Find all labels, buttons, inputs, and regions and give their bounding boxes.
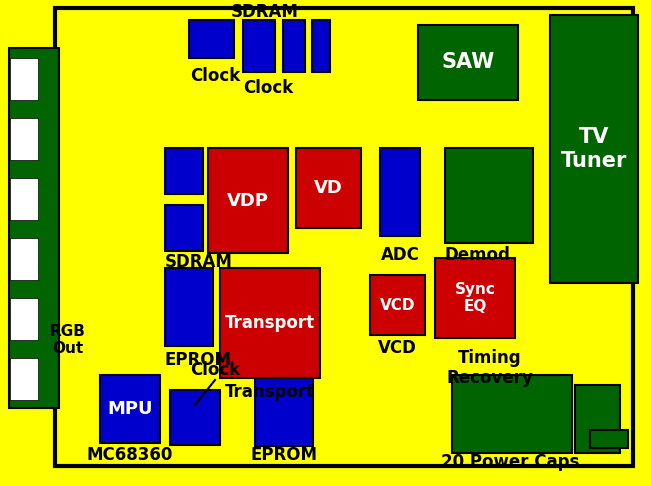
Bar (243, 20, 275, 72)
Bar (590, 430, 628, 448)
Text: Transport: Transport (225, 314, 315, 332)
Text: SDRAM: SDRAM (165, 253, 233, 271)
Text: MC68360: MC68360 (87, 446, 173, 464)
Text: VCD: VCD (380, 297, 415, 312)
Text: Timing
Recovery: Timing Recovery (447, 348, 533, 387)
Text: VD: VD (314, 179, 343, 197)
Bar (55, 8, 633, 466)
Text: SDRAM: SDRAM (231, 3, 299, 21)
Text: Clock: Clock (190, 361, 240, 379)
Bar (10, 178, 38, 220)
Text: VCD: VCD (378, 339, 417, 357)
Bar (435, 258, 515, 338)
Text: Clock: Clock (243, 79, 293, 97)
Bar (418, 25, 518, 100)
Text: 20 Power Caps: 20 Power Caps (441, 453, 579, 471)
Bar (296, 148, 361, 228)
Text: Sync
EQ: Sync EQ (454, 282, 495, 314)
Text: EPROM: EPROM (165, 351, 232, 369)
Bar (255, 378, 313, 446)
Bar (10, 238, 38, 280)
Bar (550, 15, 638, 283)
Text: EPROM: EPROM (251, 446, 318, 464)
Bar (220, 268, 320, 378)
Bar (452, 375, 572, 453)
Bar (170, 390, 220, 445)
Text: Transport: Transport (225, 383, 315, 401)
Text: Clock: Clock (190, 67, 240, 85)
Bar (283, 20, 305, 72)
Bar (208, 148, 288, 253)
Text: Demod: Demod (445, 246, 511, 264)
Text: VDP: VDP (227, 191, 269, 209)
Bar (445, 148, 533, 243)
Bar (380, 148, 420, 236)
Bar (370, 275, 425, 335)
Bar (189, 20, 234, 58)
Bar (165, 268, 213, 346)
Bar (9, 48, 59, 408)
Bar (10, 118, 38, 160)
Bar (165, 148, 203, 194)
Text: MPU: MPU (107, 400, 153, 418)
Bar (10, 298, 38, 340)
Bar (100, 375, 160, 443)
Bar (312, 20, 330, 72)
Text: SAW: SAW (441, 52, 495, 72)
Text: ADC: ADC (381, 246, 419, 264)
Bar (10, 58, 38, 100)
Bar (165, 205, 203, 251)
Text: TV
Tuner: TV Tuner (561, 127, 627, 171)
Bar (10, 358, 38, 400)
Bar (575, 385, 620, 453)
Text: RGB
Out: RGB Out (50, 324, 86, 356)
